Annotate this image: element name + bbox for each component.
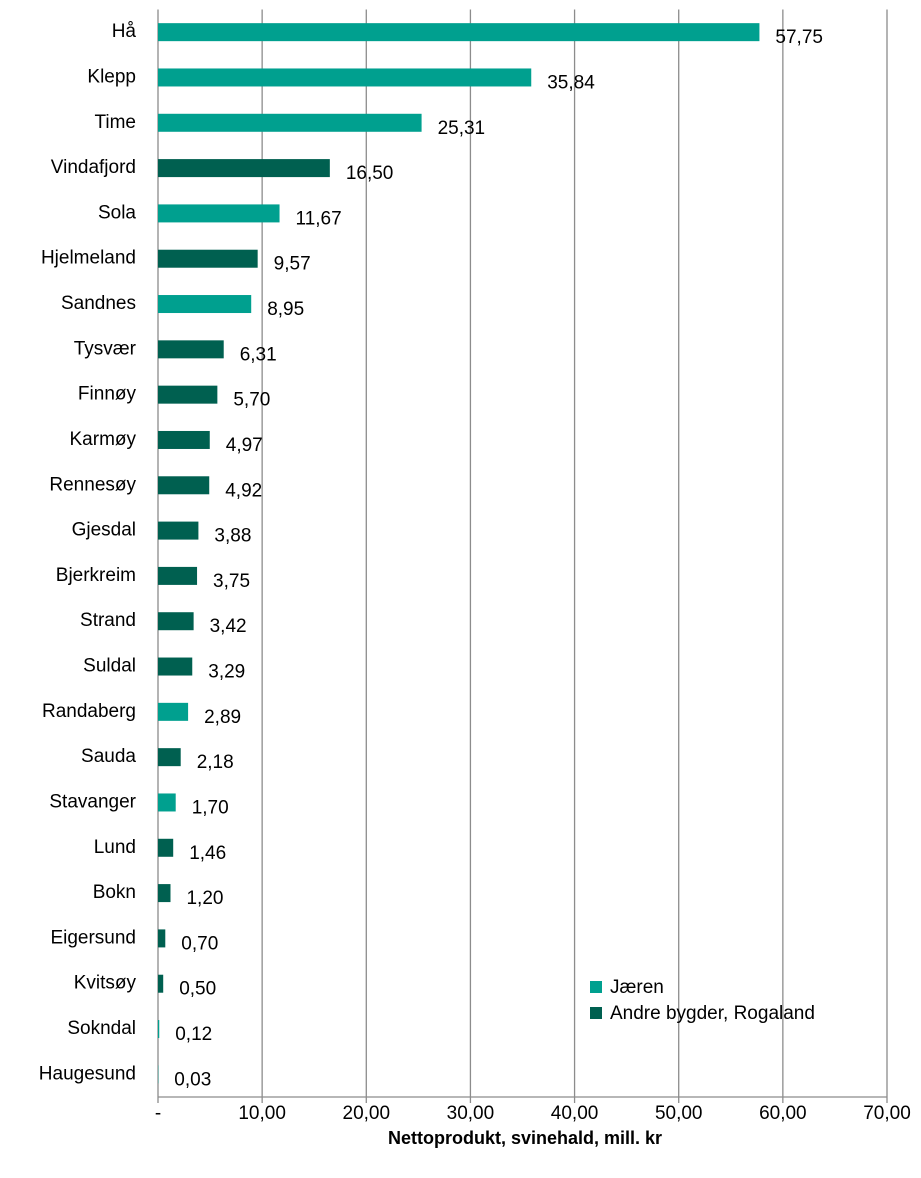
y-tick-label: Tysvær <box>74 338 137 359</box>
data-label: 0,70 <box>181 933 218 954</box>
y-tick-label: Lund <box>94 837 136 858</box>
x-tick-label: 60,00 <box>759 1103 807 1124</box>
bar <box>158 929 166 948</box>
data-label: 3,42 <box>210 616 247 637</box>
data-label: 5,70 <box>233 390 270 411</box>
bar <box>158 113 422 132</box>
y-tick-label: Vindafjord <box>51 157 136 178</box>
y-tick-label: Sola <box>98 202 136 223</box>
bar <box>158 340 224 359</box>
data-label: 2,89 <box>204 707 241 728</box>
bar <box>158 295 252 314</box>
y-tick-label: Haugesund <box>39 1063 136 1084</box>
legend-label: Jæren <box>610 977 664 998</box>
data-label: 3,75 <box>213 571 250 592</box>
data-label: 1,20 <box>186 888 223 909</box>
bar <box>158 23 760 42</box>
bar <box>158 702 189 721</box>
data-label: 16,50 <box>346 163 394 184</box>
legend-label: Andre bygder, Rogaland <box>610 1003 815 1024</box>
data-label: 11,67 <box>296 208 342 229</box>
data-label: 3,29 <box>208 662 245 683</box>
data-label: 25,31 <box>438 118 486 139</box>
y-tick-label: Time <box>94 112 136 133</box>
x-axis-title: Nettoprodukt, svinehald, mill. kr <box>388 1128 662 1148</box>
bar <box>158 476 210 495</box>
y-tick-label: Rennesøy <box>49 474 136 495</box>
x-tick-label: 70,00 <box>863 1103 911 1124</box>
data-label: 1,46 <box>189 843 226 864</box>
x-tick-label: 20,00 <box>343 1103 391 1124</box>
data-label: 1,70 <box>192 797 229 818</box>
y-tick-label: Finnøy <box>78 384 137 405</box>
bar <box>158 68 532 87</box>
data-label: 8,95 <box>267 299 304 320</box>
bar <box>158 159 330 178</box>
bar <box>158 884 171 903</box>
bar <box>158 249 258 268</box>
x-tick-label: 10,00 <box>238 1103 286 1124</box>
y-tick-label: Hjelmeland <box>41 248 136 269</box>
y-tick-label: Randaberg <box>42 701 136 722</box>
y-tick-label: Kvitsøy <box>74 973 137 994</box>
bar <box>158 748 181 767</box>
bar <box>158 612 194 631</box>
bar <box>158 838 174 857</box>
legend-swatch <box>590 981 602 993</box>
data-label: 57,75 <box>775 27 823 48</box>
data-label: 2,18 <box>197 752 234 773</box>
y-tick-label: Gjesdal <box>72 520 136 541</box>
x-tick-label: 50,00 <box>655 1103 703 1124</box>
bar <box>158 566 198 585</box>
y-tick-label: Bokn <box>93 882 136 903</box>
data-label: 9,57 <box>274 254 311 275</box>
x-tick-label: - <box>155 1103 161 1124</box>
bar <box>158 521 199 540</box>
x-tick-label: 40,00 <box>551 1103 599 1124</box>
y-tick-label: Sandnes <box>61 293 136 314</box>
y-tick-label: Eigersund <box>50 927 136 948</box>
data-label: 0,50 <box>179 979 216 1000</box>
y-tick-label: Hå <box>112 21 137 42</box>
bar <box>158 204 280 223</box>
y-tick-label: Bjerkreim <box>56 565 136 586</box>
y-tick-label: Suldal <box>83 656 136 677</box>
data-label: 4,92 <box>225 480 262 501</box>
bar <box>158 1020 160 1039</box>
bar <box>158 430 210 449</box>
y-tick-label: Karmøy <box>70 429 137 450</box>
legend-swatch <box>590 1007 602 1019</box>
bar <box>158 793 176 812</box>
data-label: 6,31 <box>240 344 277 365</box>
x-tick-label: 30,00 <box>447 1103 495 1124</box>
y-tick-label: Sokndal <box>67 1018 136 1039</box>
data-label: 0,12 <box>175 1024 212 1045</box>
data-label: 4,97 <box>226 435 263 456</box>
y-tick-label: Stavanger <box>49 791 136 812</box>
data-label: 0,03 <box>174 1069 211 1090</box>
y-tick-label: Sauda <box>81 746 136 767</box>
bar <box>158 385 218 404</box>
bar <box>158 974 164 993</box>
data-label: 35,84 <box>547 72 595 93</box>
bar <box>158 657 193 676</box>
y-tick-label: Strand <box>80 610 136 631</box>
data-label: 3,88 <box>214 526 251 547</box>
y-tick-label: Klepp <box>87 66 136 87</box>
